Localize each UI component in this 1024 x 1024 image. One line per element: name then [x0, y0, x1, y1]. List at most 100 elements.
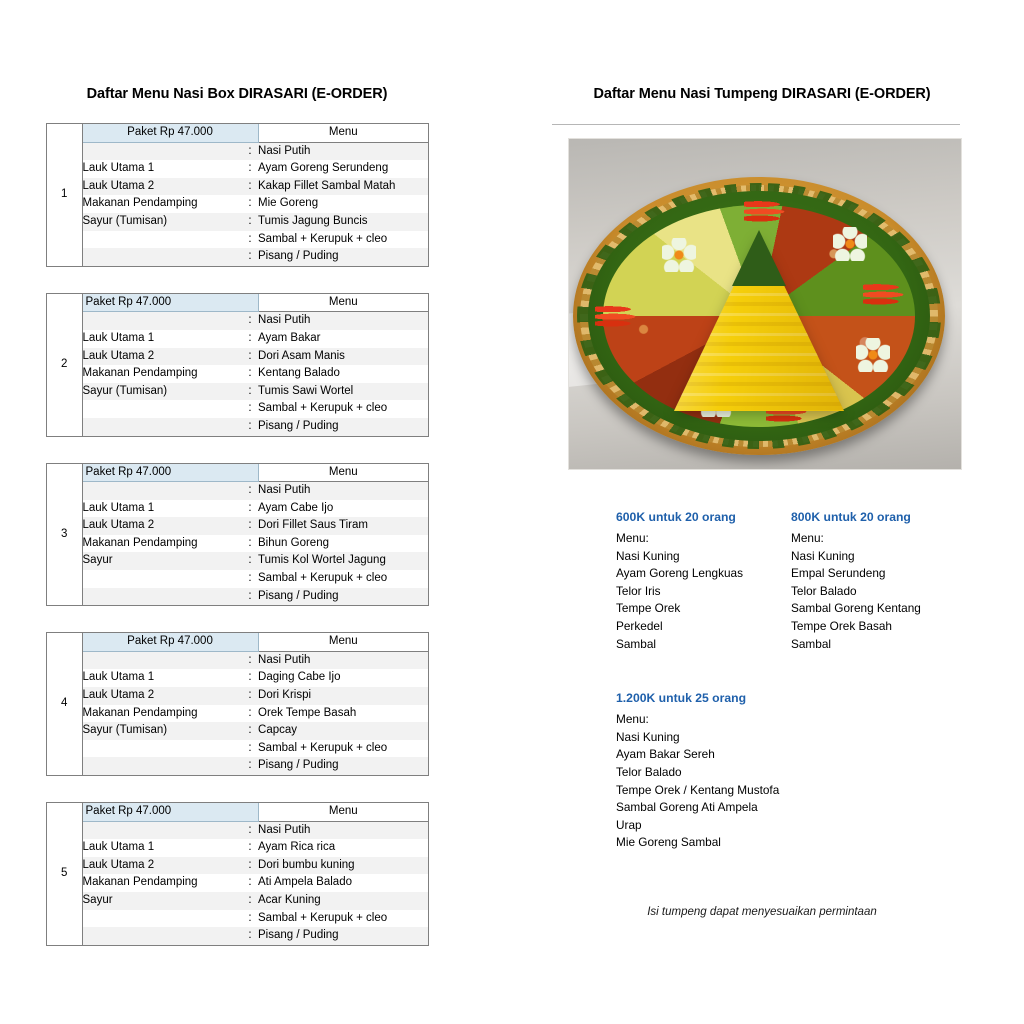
menu-item-value: Dori bumbu kuning — [258, 856, 429, 875]
colon-separator: : — [242, 839, 259, 857]
colon-separator: : — [242, 856, 259, 875]
package-1200k: 1.200K untuk 25 orang Menu: Nasi Kuning A… — [616, 691, 976, 852]
package-800k: 800K untuk 20 orang Menu: Nasi Kuning Emp… — [791, 510, 966, 653]
table-row: Sayur: Tumis Kol Wortel Jagung — [47, 552, 429, 571]
package-item: Sambal — [616, 636, 656, 651]
colon-separator: : — [242, 651, 259, 670]
colon-separator: : — [242, 757, 259, 775]
package-item: Sambal Goreng Kentang — [791, 601, 921, 616]
colon-separator: : — [242, 417, 259, 436]
colon-separator: : — [242, 517, 259, 535]
table-row: Makanan Pendamping: Kentang Balado — [47, 365, 429, 383]
colon-separator: : — [242, 347, 259, 366]
menu-item-value: Nasi Putih — [258, 481, 429, 500]
colon-separator: : — [242, 177, 259, 196]
package-index-cell: 3 — [47, 463, 83, 606]
package-item-list: Nasi Kuning Ayam Bakar Sereh Telor Balado T… — [616, 729, 976, 852]
colon-separator: : — [242, 230, 259, 249]
colon-separator: : — [242, 570, 259, 588]
menu-item-value: Pisang / Puding — [258, 757, 429, 775]
table-row: : Pisang / Puding — [47, 248, 429, 266]
page-title-nasi-box: Daftar Menu Nasi Box DIRASARI (E-ORDER) — [86, 86, 388, 102]
package-item: Sambal Goreng Ati Ampela — [616, 800, 758, 815]
menu-item-value: Tumis Kol Wortel Jagung — [258, 552, 429, 571]
menu-item-value: Dori Fillet Saus Tiram — [258, 517, 429, 535]
menu-item-value: Acar Kuning — [258, 891, 429, 910]
menu-item-label: Sayur (Tumisan) — [82, 382, 242, 401]
table-header-row: 5 Paket Rp 47.000 Menu — [47, 803, 429, 945]
package-index-cell: 4 — [47, 633, 83, 775]
menu-item-label: Makanan Pendamping — [82, 365, 242, 383]
package-item: Ayam Goreng Lengkuas — [616, 566, 744, 581]
menu-item-label — [82, 417, 242, 436]
table-row: Lauk Utama 2: Dori Asam Manis — [47, 347, 429, 366]
menu-package-block: 5 Paket Rp 47.000 Menu: Nasi Putih Lauk Utam… — [46, 802, 429, 946]
package-item: Tempe Orek — [616, 601, 681, 616]
colon-separator: : — [242, 534, 259, 553]
package-index-cell: 2 — [47, 293, 83, 436]
menu-item-label: Makanan Pendamping — [82, 195, 242, 213]
menu-item-value: Pisang / Puding — [258, 417, 429, 436]
menu-item-label: Lauk Utama 1 — [82, 499, 242, 518]
menu-item-label: Lauk Utama 1 — [82, 669, 242, 688]
package-item: Tempe Orek Basah — [791, 618, 892, 633]
table-row: Lauk Utama 1: Ayam Goreng Serundeng — [47, 160, 429, 178]
package-item: Perkedel — [616, 618, 663, 633]
menu-item-label — [82, 587, 242, 606]
menu-item-label — [82, 481, 242, 500]
menu-item-value: Sambal + Kerupuk + cleo — [258, 739, 429, 758]
menu-column-header: Menu — [257, 803, 429, 822]
nasi-tumpeng-section: Daftar Menu Nasi Tumpeng DIRASARI (E-ORD… — [552, 86, 972, 918]
nasi-box-section: Daftar Menu Nasi Box DIRASARI (E-ORDER) … — [46, 86, 429, 972]
table-row: Lauk Utama 2: Kakap Fillet Sambal Matah — [47, 177, 429, 196]
menu-item-value: Capcay — [258, 722, 429, 740]
package-item: Nasi Kuning — [791, 548, 855, 563]
table-row: : Sambal + Kerupuk + cleo — [47, 400, 429, 418]
paket-price-header: Paket Rp 47.000 — [82, 803, 259, 822]
colon-separator: : — [242, 739, 259, 758]
package-index-cell: 1 — [47, 124, 83, 266]
menu-blocks-container: 1 Paket Rp 47.000 Menu: Nasi Putih Lauk Utam… — [46, 123, 429, 946]
package-item: Nasi Kuning — [616, 548, 680, 563]
menu-package-block: 1 Paket Rp 47.000 Menu: Nasi Putih Lauk Utam… — [46, 123, 429, 267]
table-row: : Sambal + Kerupuk + cleo — [47, 909, 429, 928]
table-row: Lauk Utama 2: Dori Krispi — [47, 687, 429, 705]
menu-label: Menu: — [616, 712, 649, 727]
menu-item-value: Sambal + Kerupuk + cleo — [258, 400, 429, 418]
table-row: Sayur (Tumisan): Tumis Jagung Buncis — [47, 212, 429, 231]
package-title: 600K untuk 20 orang — [616, 510, 736, 524]
menu-item-label: Sayur — [82, 552, 242, 571]
package-item: Nasi Kuning — [616, 729, 680, 744]
table-row: Lauk Utama 2: Dori Fillet Saus Tiram — [47, 517, 429, 535]
colon-separator: : — [242, 212, 259, 231]
menu-item-value: Mie Goreng — [258, 195, 429, 213]
colon-separator: : — [242, 909, 259, 928]
colon-separator: : — [242, 400, 259, 418]
menu-item-label: Makanan Pendamping — [82, 704, 242, 723]
menu-item-label — [82, 570, 242, 588]
colon-separator: : — [242, 248, 259, 266]
chili-flower-garnish — [863, 277, 910, 312]
menu-item-value: Dori Krispi — [258, 687, 429, 705]
tumpeng-plate — [573, 177, 945, 455]
colon-separator: : — [242, 142, 259, 161]
table-row: Makanan Pendamping: Bihun Goreng — [47, 534, 429, 553]
menu-item-value: Orek Tempe Basah — [258, 704, 429, 723]
menu-item-value: Kakap Fillet Sambal Matah — [258, 177, 429, 196]
menu-item-value: Nasi Putih — [258, 821, 429, 840]
menu-item-label: Makanan Pendamping — [82, 874, 242, 892]
menu-item-value: Ayam Bakar — [258, 329, 429, 348]
menu-item-value: Sambal + Kerupuk + cleo — [258, 570, 429, 588]
menu-item-label — [82, 311, 242, 330]
menu-package-block: 2 Paket Rp 47.000 Menu: Nasi Putih Lauk Utam… — [46, 292, 429, 437]
menu-item-value: Pisang / Puding — [258, 927, 429, 945]
colon-separator: : — [242, 365, 259, 383]
menu-item-value: Pisang / Puding — [258, 587, 429, 606]
table-row: : Nasi Putih — [47, 311, 429, 330]
menu-column-header: Menu — [257, 463, 429, 483]
menu-item-value: Ati Ampela Balado — [258, 874, 429, 892]
menu-package-table: 4 Paket Rp 47.000 Menu: Nasi Putih Lauk Utam… — [47, 633, 429, 775]
table-row: : Sambal + Kerupuk + cleo — [47, 230, 429, 249]
menu-item-value: Nasi Putih — [258, 651, 429, 670]
title-divider — [552, 124, 960, 125]
